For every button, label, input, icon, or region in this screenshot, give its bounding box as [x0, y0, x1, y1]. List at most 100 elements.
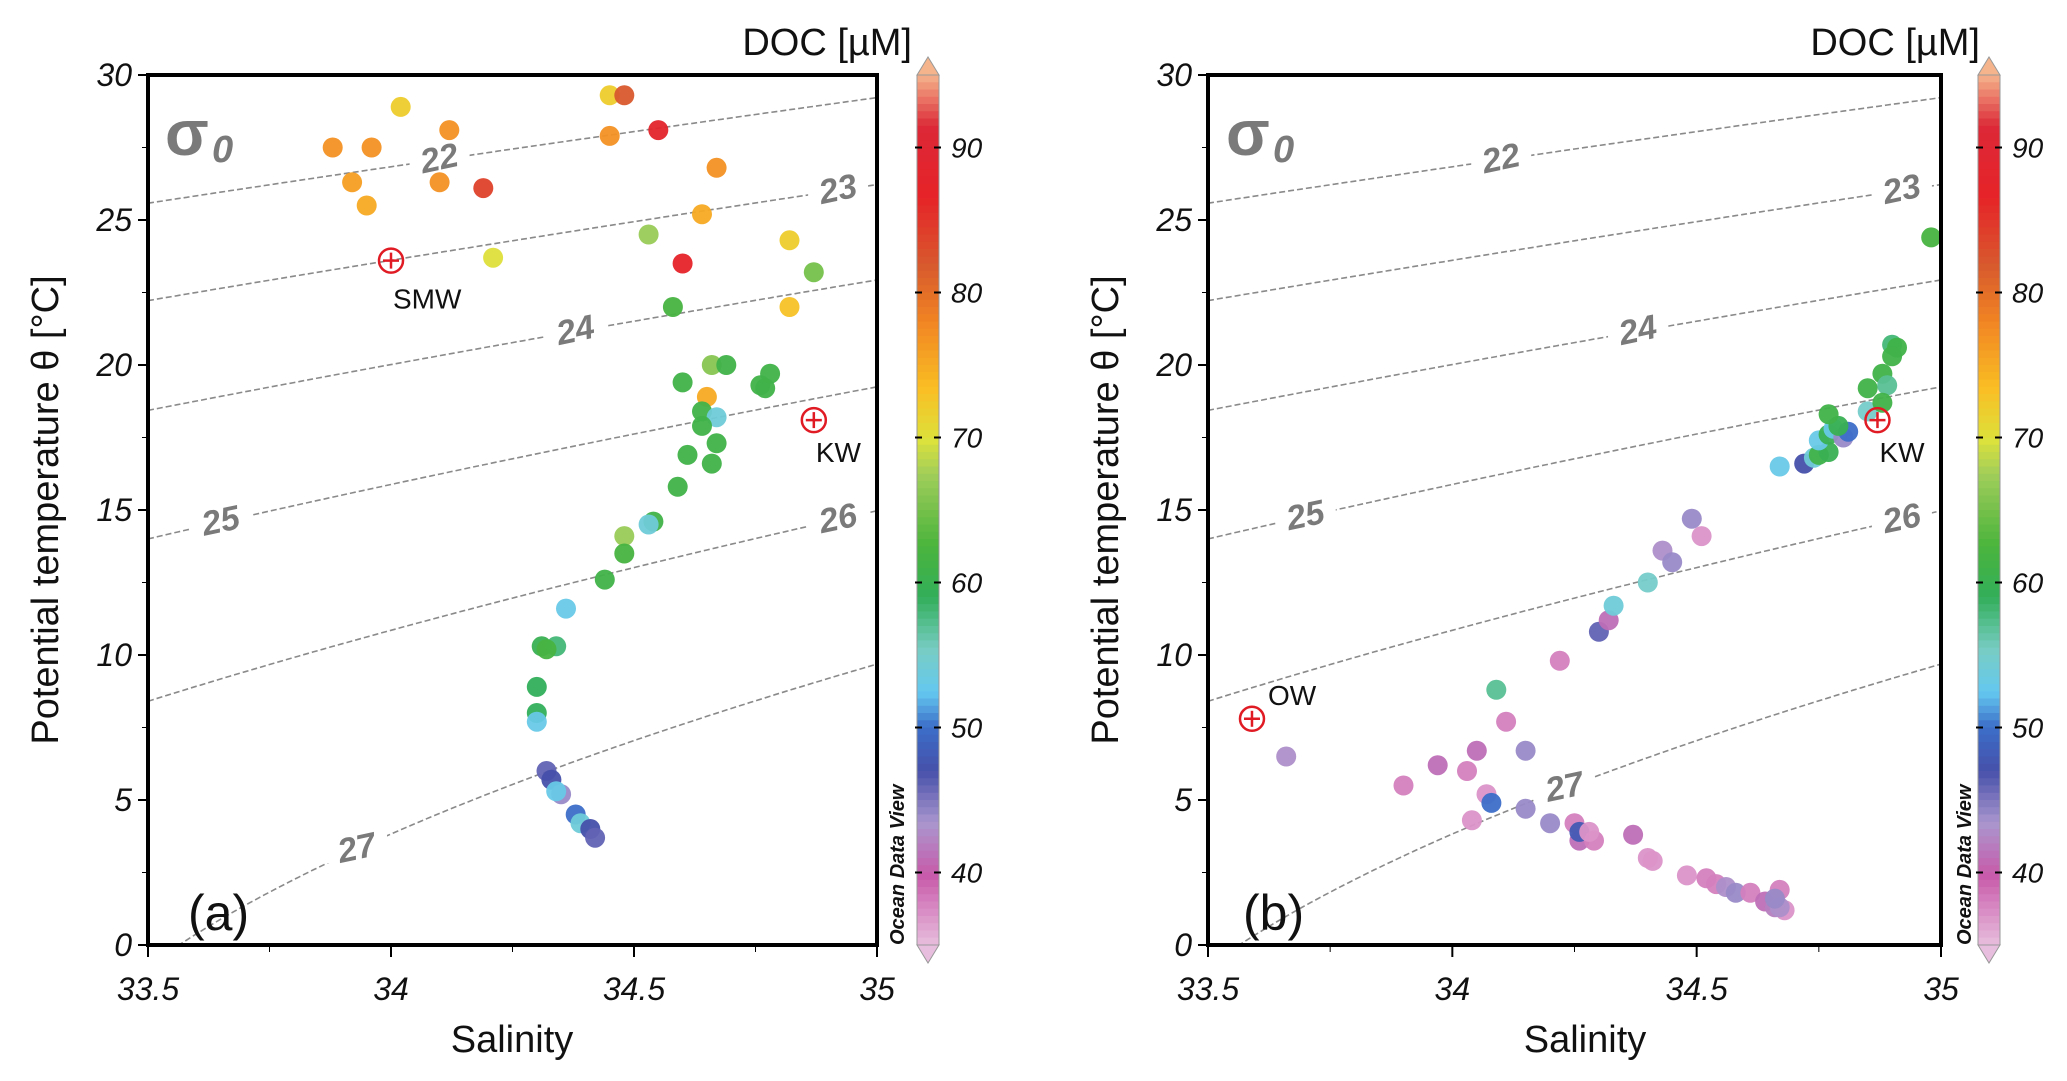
data-point	[473, 178, 494, 199]
colorbar-segment	[1978, 785, 2000, 794]
colorbar-title: DOC [µM]	[742, 22, 912, 64]
colorbar-segment	[917, 220, 939, 228]
colorbar-segment	[1978, 930, 2000, 939]
colorbar-tick-label: 40	[951, 858, 983, 889]
reference-markers: OW KW	[1238, 406, 1925, 733]
data-point	[1740, 882, 1761, 903]
colorbar-tick-label: 50	[951, 713, 983, 744]
colorbar-segment	[917, 270, 939, 279]
colorbar-tick-label: 60	[951, 568, 983, 599]
colorbar-tick-label: 60	[2012, 568, 2044, 599]
isopycnal-line-22	[1208, 96, 1941, 204]
colorbar-segment	[1978, 705, 2000, 714]
isopycnal-line-27	[177, 663, 877, 945]
colorbar-segment	[917, 763, 939, 772]
data-point	[1877, 375, 1898, 396]
data-point	[1764, 888, 1785, 909]
colorbar-segment	[1978, 771, 2000, 779]
colorbar-segment	[917, 321, 939, 330]
colorbar-segment	[1978, 394, 2000, 402]
colorbar-segment	[917, 481, 939, 489]
colorbar-segment	[917, 589, 939, 598]
colorbar-segment	[917, 314, 939, 323]
colorbar-segment	[1978, 778, 2000, 787]
plot-frame	[146, 73, 879, 947]
colorbar-segment	[1978, 104, 2000, 112]
colorbar-segment	[1978, 836, 2000, 845]
colorbar-segment	[917, 604, 939, 613]
y-tick-label: 25	[95, 202, 132, 238]
data-point	[1725, 882, 1746, 903]
colorbar-segment	[917, 850, 939, 859]
isopycnal-line-23	[1208, 183, 1941, 302]
data-point	[706, 407, 727, 428]
colorbar-segment	[1978, 597, 2000, 605]
colorbar-tick-label: 90	[2012, 133, 2044, 164]
colorbar-segment	[917, 357, 939, 366]
isopycnal-line-26	[1208, 510, 1941, 703]
colorbar-segment	[1978, 118, 2000, 127]
colorbar-segment	[917, 647, 939, 656]
data-point	[1276, 746, 1297, 767]
data-point	[701, 355, 722, 375]
data-point	[599, 125, 620, 146]
colorbar-segment	[1978, 850, 2000, 859]
data-point	[1623, 824, 1644, 845]
colorbar-segment	[917, 785, 939, 794]
colorbar-segment	[1978, 183, 2000, 192]
colorbar-segment	[917, 140, 939, 149]
isopycnal-label-25: 25	[197, 498, 244, 543]
data-point	[1549, 650, 1570, 671]
colorbar-segment	[1978, 792, 2000, 801]
colorbar-segment	[1978, 937, 2000, 946]
isopycnal-label-bg	[545, 307, 606, 346]
y-axis-title: Potential temperature θ [°C]	[25, 275, 67, 744]
colorbar: 40 50 60 70 80 90	[1976, 56, 2044, 964]
colorbar-segment	[1978, 843, 2000, 852]
colorbar-segment	[917, 263, 939, 272]
colorbar-segment	[1978, 133, 2000, 141]
colorbar-segment	[1978, 901, 2000, 910]
colorbar-segment	[917, 401, 939, 410]
colorbar-segment	[917, 676, 939, 685]
isopycnal-label-bg	[1275, 492, 1336, 531]
y-tick-label: 5	[114, 782, 132, 818]
colorbar-segment	[917, 473, 939, 482]
colorbar-segment	[917, 205, 939, 214]
data-point	[1818, 404, 1839, 425]
data-point	[755, 378, 776, 399]
colorbar-segment	[1978, 220, 2000, 228]
colorbar-segment	[917, 814, 939, 823]
data-point	[614, 85, 635, 106]
colorbar-segment	[1978, 640, 2000, 649]
colorbar-segment	[917, 495, 939, 504]
data-point	[526, 676, 547, 697]
y-tick-label: 25	[1155, 202, 1192, 238]
colorbar-segment	[1978, 176, 2000, 185]
watermark-ocean-data-view: Ocean Data View	[1954, 783, 1976, 945]
colorbar-segment	[1978, 169, 2000, 178]
isopycnal-label-bg	[808, 166, 869, 205]
marker-label-ow: OW	[1268, 680, 1317, 711]
colorbar-segment	[1978, 713, 2000, 721]
colorbar-segment	[1978, 278, 2000, 286]
colorbar-segment	[1978, 198, 2000, 207]
colorbar-segment	[1978, 807, 2000, 816]
colorbar-tick-label: 70	[951, 423, 983, 454]
colorbar-segment	[1978, 430, 2000, 439]
colorbar-segment	[1978, 140, 2000, 149]
colorbar-arrow-bottom	[1977, 944, 2001, 964]
colorbar-segment	[917, 597, 939, 605]
sigma-symbol: σ	[1226, 97, 1270, 169]
isopycnal-label-26: 26	[814, 496, 861, 541]
colorbar-segment	[917, 858, 939, 866]
data-point	[439, 120, 460, 141]
colorbar-segment	[917, 510, 939, 518]
colorbar-segment	[1978, 894, 2000, 903]
colorbar-segment	[1978, 887, 2000, 895]
colorbar-segment	[917, 169, 939, 178]
data-point	[1662, 552, 1683, 573]
